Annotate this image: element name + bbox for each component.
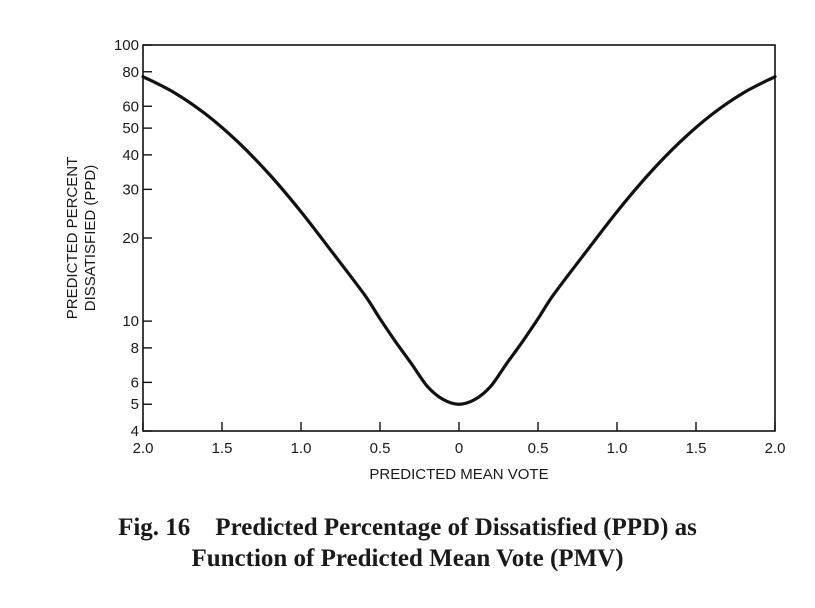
x-tick-label: 0.5: [370, 440, 391, 457]
y-tick-label: 40: [122, 147, 139, 164]
y-axis-label-line2: DISSATISFIED (PPD): [82, 165, 99, 311]
x-tick-label: 1.0: [607, 440, 628, 457]
y-tick-label: 60: [122, 98, 139, 115]
y-tick-label: 4: [131, 423, 139, 440]
y-tick-label: 100: [114, 37, 139, 54]
figure-caption-line2: Function of Predicted Mean Vote (PMV): [191, 545, 624, 572]
x-tick-label: 1.5: [686, 440, 707, 457]
ppd-chart: 4 5 6 8 10 20 30 40 50 60 80 100 2.0 1.5 1.0 0.5 0 0.5 1.…: [64, 37, 786, 483]
y-tick-label: 50: [122, 120, 139, 137]
y-axis-ticks: 4 5 6 8 10 20 30 40 50 60 80 100: [114, 37, 152, 440]
x-tick-label: 1.5: [212, 440, 233, 457]
x-axis-label: PREDICTED MEAN VOTE: [369, 466, 548, 483]
y-tick-label: 20: [122, 230, 139, 247]
y-axis-label-line1: PREDICTED PERCENT: [64, 157, 81, 320]
y-tick-label: 5: [131, 396, 139, 413]
x-tick-label: 0: [455, 440, 463, 457]
y-tick-label: 8: [131, 340, 139, 357]
plot-frame: [142, 44, 776, 432]
y-tick-label: 6: [131, 374, 139, 391]
x-tick-label: 0.5: [528, 440, 549, 457]
figure-caption-line1: Fig. 16 Predicted Percentage of Dissatis…: [118, 514, 697, 541]
x-axis-ticks: 2.0 1.5 1.0 0.5 0 0.5 1.0 1.5 2.0: [133, 422, 786, 457]
x-tick-label: 2.0: [133, 440, 154, 457]
y-tick-label: 80: [122, 64, 139, 81]
series-line: [141, 75, 777, 406]
x-tick-label: 1.0: [291, 440, 312, 457]
y-tick-label: 30: [122, 181, 139, 198]
y-tick-label: 10: [122, 313, 139, 330]
x-tick-label: 2.0: [765, 440, 786, 457]
